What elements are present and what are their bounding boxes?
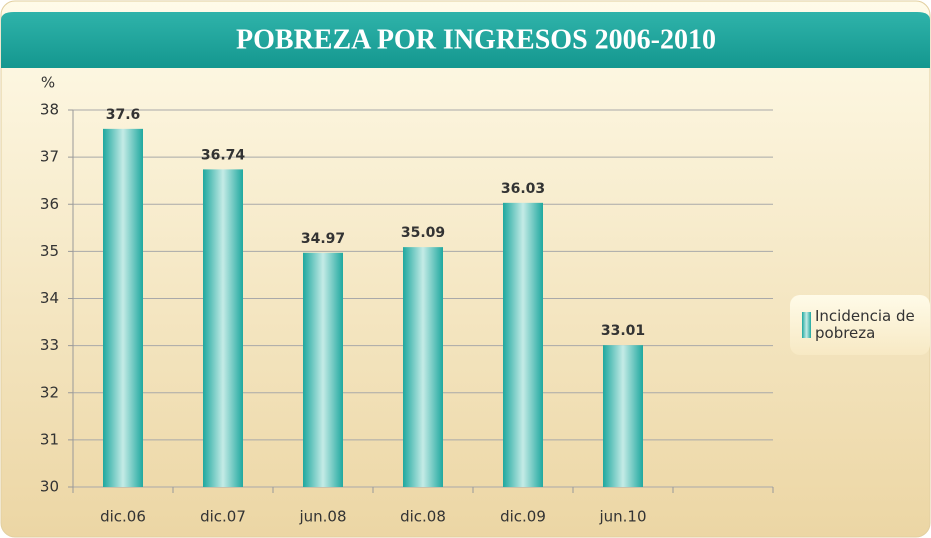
x-tick-label: dic.06	[100, 508, 146, 526]
bar	[203, 169, 243, 487]
value-label: 33.01	[601, 323, 645, 339]
value-label: 35.09	[401, 225, 445, 241]
bar	[503, 202, 543, 487]
bar	[303, 252, 343, 487]
bar	[103, 128, 143, 487]
title-banner	[1, 12, 930, 68]
x-tick-label: dic.08	[400, 508, 446, 526]
chart-title: POBREZA POR INGRESOS 2006-2010	[236, 24, 716, 55]
y-tick-label: 32	[40, 383, 59, 401]
y-tick-label: 35	[40, 242, 59, 260]
y-tick-label: 38	[40, 101, 59, 119]
x-tick-label: dic.07	[200, 508, 246, 526]
legend-swatch	[802, 312, 811, 338]
value-label: 36.74	[201, 147, 246, 163]
y-tick-label: 36	[40, 195, 59, 213]
y-tick-label: 31	[40, 430, 59, 448]
y-tick-label: 30	[40, 478, 59, 496]
x-tick-label: jun.10	[598, 508, 646, 526]
value-label: 34.97	[301, 231, 345, 247]
x-tick-label: jun.08	[298, 508, 346, 526]
value-label: 37.6	[106, 107, 141, 123]
y-tick-label: 33	[40, 336, 59, 354]
bar	[403, 247, 443, 487]
legend-label: Incidencia de pobreza	[815, 307, 915, 342]
bar	[603, 345, 643, 487]
value-label: 36.03	[501, 181, 545, 197]
y-tick-label: 34	[40, 289, 59, 307]
y-tick-label: 37	[40, 148, 59, 166]
x-tick-label: dic.09	[500, 508, 546, 526]
legend: Incidencia de pobreza	[790, 295, 930, 355]
y-axis-label: %	[41, 74, 55, 92]
